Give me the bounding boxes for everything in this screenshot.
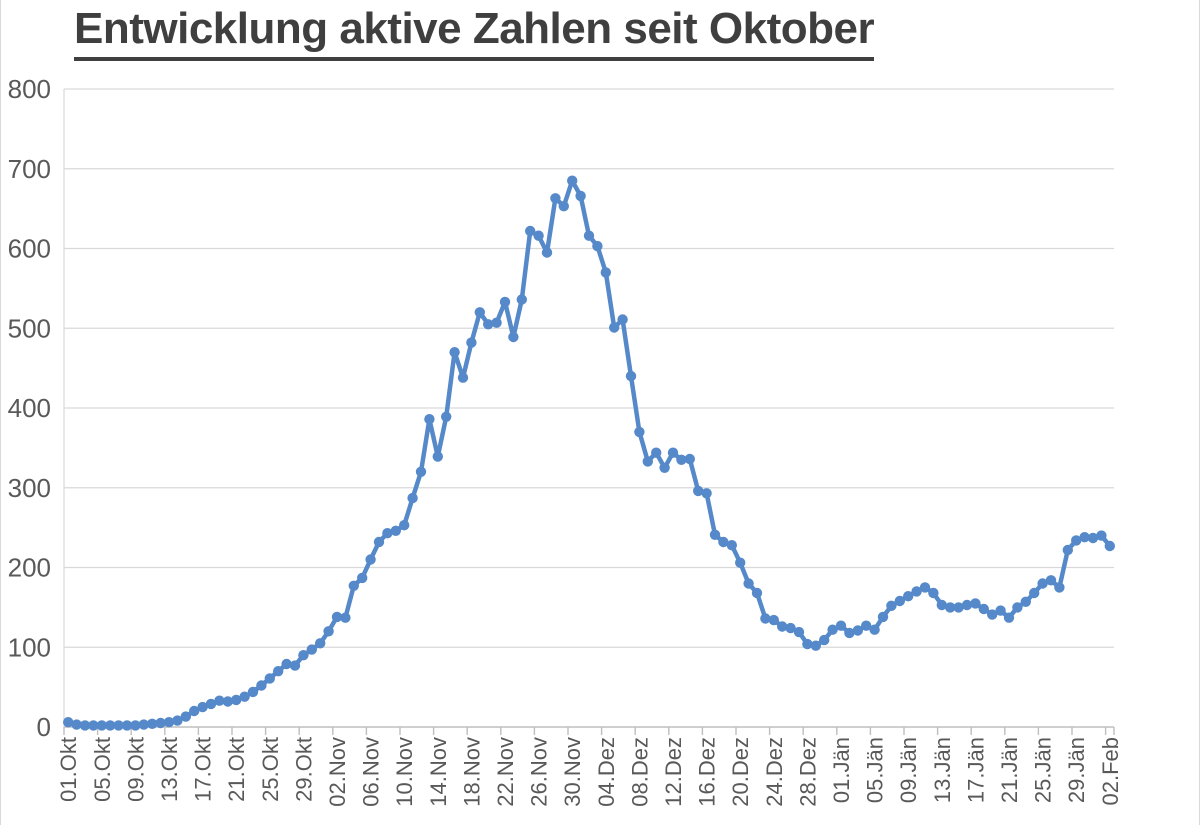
x-tick-label: 02.Feb — [1098, 737, 1123, 806]
x-tick-label: 09.Okt — [123, 737, 148, 802]
x-tick-label: 30.Nov — [560, 737, 585, 807]
x-tick-label: 29.Jän — [1064, 737, 1089, 803]
y-tick-label: 100 — [8, 632, 51, 662]
x-tick-label: 17.Jän — [963, 737, 988, 803]
chart-title-wrap: Entwicklung aktive Zahlen seit Oktober — [74, 4, 875, 61]
y-tick-label: 200 — [8, 553, 51, 583]
x-tick-label: 25.Jän — [1031, 737, 1056, 803]
gridlines — [64, 88, 1114, 648]
x-tick-label: 01.Okt — [56, 737, 81, 802]
y-tick-label: 700 — [8, 154, 51, 184]
y-tick-label: 400 — [8, 393, 51, 423]
x-tick-label: 16.Dez — [695, 737, 720, 807]
x-tick-label: 05.Okt — [90, 737, 115, 802]
x-tick-label: 14.Nov — [426, 737, 451, 807]
axes — [63, 89, 1114, 728]
x-tick-label: 26.Nov — [527, 737, 552, 807]
y-axis-labels: 0 100 200 300 400 500 600 700 800 — [8, 74, 51, 742]
x-tick-label: 17.Okt — [191, 737, 216, 802]
x-tick-label: 21.Jän — [997, 737, 1022, 803]
x-tick-label: 24.Dez — [762, 737, 787, 807]
x-tick-label: 13.Okt — [157, 737, 182, 802]
x-tick-label: 18.Nov — [459, 737, 484, 807]
x-tick-label: 21.Okt — [224, 737, 249, 802]
x-tick-label: 12.Dez — [661, 737, 686, 807]
y-tick-label: 0 — [37, 712, 51, 742]
x-tick-label: 08.Dez — [627, 737, 652, 807]
x-tick-label: 04.Dez — [594, 737, 619, 807]
x-tick-label: 20.Dez — [728, 737, 753, 807]
x-tick-label: 28.Dez — [795, 737, 820, 807]
data-series-markers — [62, 175, 1116, 731]
x-tick-label: 06.Nov — [359, 737, 384, 807]
x-tick-label: 01.Jän — [829, 737, 854, 803]
chart-title: Entwicklung aktive Zahlen seit Oktober — [74, 4, 875, 61]
y-tick-label: 600 — [8, 234, 51, 264]
x-tick-label: 10.Nov — [392, 737, 417, 807]
x-tick-label: 05.Jän — [863, 737, 888, 803]
x-tick-label: 22.Nov — [493, 737, 518, 807]
x-axis-ticks — [63, 727, 1115, 735]
y-tick-label: 800 — [8, 74, 51, 104]
x-axis-labels: 01.Okt 05.Okt 09.Okt 13.Okt 17.Okt 21.Okt 25.O… — [56, 737, 1123, 807]
x-tick-label: 29.Okt — [291, 737, 316, 802]
x-tick-label: 02.Nov — [325, 737, 350, 807]
x-tick-label: 25.Okt — [258, 737, 283, 802]
x-tick-label: 09.Jän — [896, 737, 921, 803]
x-tick-label: 13.Jän — [930, 737, 955, 803]
y-tick-label: 500 — [8, 313, 51, 343]
y-tick-label: 300 — [8, 473, 51, 503]
data-series-line — [65, 178, 1113, 728]
